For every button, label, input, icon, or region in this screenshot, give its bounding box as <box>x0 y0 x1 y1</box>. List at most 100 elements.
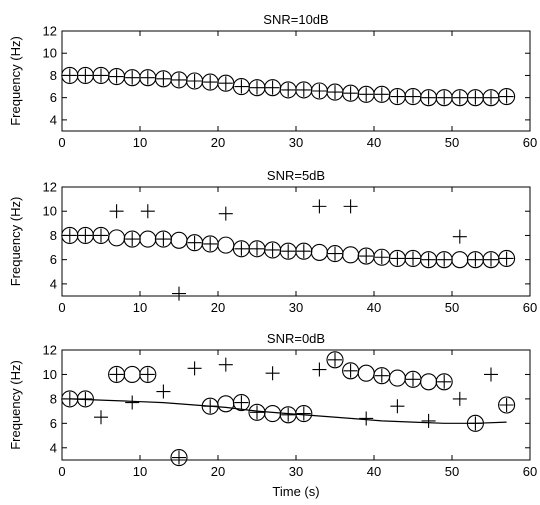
circle-marker <box>123 365 141 383</box>
circle-marker <box>170 449 188 467</box>
plus-marker <box>343 86 358 101</box>
circle-marker <box>139 365 157 383</box>
plus-marker <box>140 70 155 85</box>
series-line <box>69 398 507 424</box>
circle-marker <box>342 246 360 264</box>
y-tick-label: 12 <box>43 180 57 195</box>
plus-marker <box>140 367 155 382</box>
plus-marker <box>484 367 498 382</box>
plus-marker <box>172 72 186 87</box>
y-tick-label: 8 <box>50 228 57 243</box>
x-tick-label: 60 <box>523 464 537 479</box>
circle-marker <box>357 364 375 382</box>
plus-marker <box>265 80 280 95</box>
plus-marker <box>109 69 124 84</box>
x-tick-label: 40 <box>367 464 381 479</box>
plus-marker <box>437 90 452 105</box>
x-tick-label: 60 <box>523 135 537 150</box>
x-tick-label: 10 <box>133 464 147 479</box>
plus-marker <box>156 232 171 247</box>
y-tick-label: 4 <box>50 440 57 455</box>
circle-marker <box>451 251 469 269</box>
plus-marker <box>359 249 374 264</box>
plus-marker <box>437 252 452 267</box>
plus-marker <box>374 87 389 102</box>
x-tick-label: 30 <box>289 464 303 479</box>
circle-marker <box>232 394 250 412</box>
circle-marker <box>326 351 344 369</box>
plus-marker <box>499 251 514 266</box>
x-tick-label: 40 <box>367 300 381 315</box>
plus-marker <box>125 232 140 247</box>
circle-marker <box>310 243 328 261</box>
x-tick-label: 50 <box>445 300 459 315</box>
plus-marker <box>343 199 358 214</box>
x-tick-label: 10 <box>133 300 147 315</box>
plus-marker <box>343 363 358 378</box>
plus-marker <box>328 352 342 367</box>
circle-marker <box>498 396 516 414</box>
plus-marker <box>359 411 374 426</box>
x-tick-label: 20 <box>211 300 225 315</box>
circle-marker <box>108 229 126 247</box>
plus-marker <box>406 251 420 266</box>
circle-marker <box>498 88 516 106</box>
plus-marker <box>250 241 264 256</box>
plus-marker <box>390 399 405 414</box>
plus-marker <box>218 76 233 91</box>
plus-marker <box>250 80 264 95</box>
y-tick-label: 6 <box>50 90 57 105</box>
plus-marker <box>421 90 436 105</box>
plus-marker <box>250 405 264 420</box>
plus-marker <box>484 252 498 267</box>
plus-marker <box>125 395 140 410</box>
plus-marker <box>156 71 171 86</box>
y-axis-label: Frequency (Hz) <box>8 197 23 287</box>
circle-marker <box>170 231 188 249</box>
plus-marker <box>390 251 405 266</box>
plus-marker <box>62 68 77 83</box>
plus-marker <box>187 74 202 88</box>
circle-marker <box>420 373 438 391</box>
circle-marker <box>498 249 516 268</box>
plus-marker <box>281 244 296 259</box>
plus-marker <box>234 79 249 94</box>
x-tick-label: 10 <box>133 135 147 150</box>
circle-marker <box>217 395 235 413</box>
x-tick-label: 20 <box>211 464 225 479</box>
y-axis-label: Frequency (Hz) <box>8 360 23 450</box>
plus-marker <box>218 357 233 372</box>
plus-marker <box>78 228 93 243</box>
chart-title: SNR=0dB <box>267 331 325 346</box>
chart-panel-3: SNR=0dB 0 10 20 30 40 50 60 4 6 8 10 12 Frequency (Hz… <box>8 331 537 499</box>
plus-marker <box>78 68 93 83</box>
plus-marker <box>94 228 108 243</box>
plus-marker <box>390 89 405 104</box>
plus-marker <box>359 87 374 102</box>
plus-marker <box>203 236 218 251</box>
y-tick-label: 6 <box>50 252 57 267</box>
plus-marker <box>374 368 389 383</box>
y-tick-label: 10 <box>43 46 57 61</box>
x-tick-label: 0 <box>58 464 65 479</box>
plus-marker <box>499 398 514 412</box>
y-tick-label: 8 <box>50 68 57 83</box>
plus-marker <box>437 374 452 389</box>
chart-title: SNR=10dB <box>263 12 328 27</box>
plus-marker <box>109 204 124 219</box>
plus-marker <box>499 89 514 104</box>
x-tick-label: 20 <box>211 135 225 150</box>
chart-panel-2: SNR=5dB 0 10 20 30 40 50 60 4 6 8 10 12 Frequency (Hz… <box>8 168 537 315</box>
plus-marker <box>406 372 420 387</box>
plus-marker <box>234 241 249 256</box>
plus-marker <box>328 85 342 100</box>
x-tick-label: 50 <box>445 135 459 150</box>
y-tick-label: 10 <box>43 204 57 219</box>
plus-marker <box>140 204 155 219</box>
plus-marker <box>62 228 77 243</box>
plus-marker <box>203 75 218 90</box>
circle-marker <box>217 236 235 254</box>
plus-marker <box>452 229 467 244</box>
plus-marker <box>296 244 311 259</box>
